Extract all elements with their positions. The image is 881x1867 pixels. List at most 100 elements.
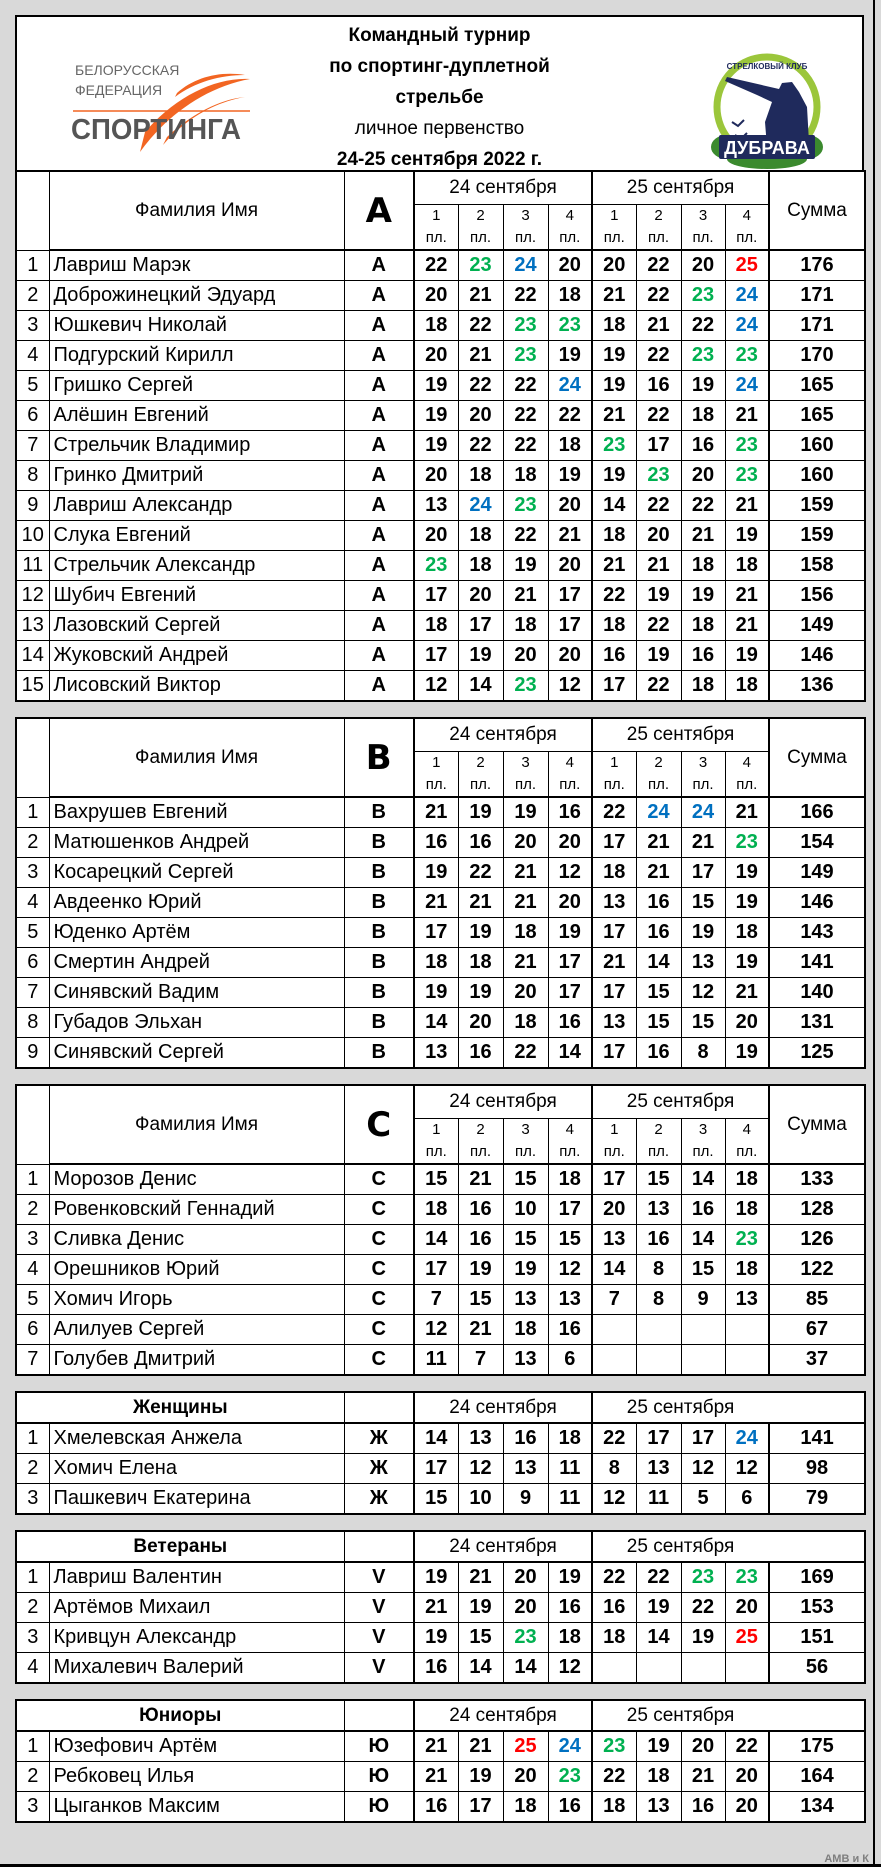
table-row: 3 Пашкевич Екатерина Ж 15 10 9 11 12 11 5 6 79 — [15, 1483, 866, 1515]
platform-score: 18 — [413, 1194, 459, 1225]
platform-score: 21 — [457, 1730, 504, 1762]
platform-score: 17 — [547, 580, 593, 611]
platform-score: 20 — [413, 340, 459, 371]
total-score: 136 — [768, 670, 866, 702]
platform-score: 17 — [547, 947, 593, 978]
platform-score: 17 — [413, 580, 459, 611]
platform-score: 22 — [680, 310, 726, 341]
platform-score: 19 — [547, 1561, 593, 1593]
category-title: Ветераны — [15, 1530, 345, 1563]
platform-score: 21 — [724, 610, 770, 641]
results-sheet: БЕЛОРУССКАЯ ФЕДЕРАЦИЯ СПОРТИНГА Командны… — [15, 15, 867, 1823]
day2-header: 25 сентября — [591, 1084, 770, 1119]
participant-name: Гринко Дмитрий — [48, 460, 345, 491]
participant-name: Шубич Евгений — [48, 580, 345, 611]
day1-header: 24 сентября — [413, 1699, 593, 1732]
platform-score: 19 — [502, 1254, 549, 1285]
platform-score: 21 — [591, 947, 637, 978]
platform-score: 12 — [724, 1453, 770, 1484]
rank-header — [15, 717, 50, 798]
platform-score: 21 — [413, 1761, 459, 1792]
platform-score: 18 — [680, 550, 726, 581]
platform-score: 22 — [502, 430, 549, 461]
platform-score: 16 — [635, 917, 682, 948]
total-score: 85 — [768, 1284, 866, 1315]
platform-score: 8 — [635, 1284, 682, 1315]
participant-class: V — [343, 1622, 415, 1653]
participant-class: A — [343, 280, 415, 311]
table-row: 6 Смертин Андрей B 18 18 21 17 21 14 13 19 141 — [15, 947, 866, 978]
participant-class: B — [343, 977, 415, 1008]
platform-score: 20 — [502, 1592, 549, 1623]
platform-score: 18 — [457, 947, 504, 978]
table-row: 1 Юзефович Артём Ю 21 21 25 24 23 19 20 22 175 — [15, 1730, 866, 1762]
table-row: 3 Цыганков Максим Ю 16 17 18 16 18 13 16 20 134 — [15, 1791, 866, 1823]
platform-score: 20 — [413, 460, 459, 491]
platform-score: 19 — [680, 1622, 726, 1653]
platform-score: 13 — [502, 1284, 549, 1315]
participant-class: A — [343, 430, 415, 461]
table-row: 7 Стрельчик Владимир A 19 22 22 18 23 17 16 23 160 — [15, 430, 866, 461]
participant-name: Синявский Вадим — [48, 977, 345, 1008]
table-row: 8 Губадов Эльхан B 14 20 18 16 13 15 15 20 131 — [15, 1007, 866, 1038]
platform-score: 22 — [635, 1561, 682, 1593]
platform-score: 19 — [457, 977, 504, 1008]
participant-name: Юденко Артём — [48, 917, 345, 948]
participant-name: Ребковец Илья — [48, 1761, 345, 1792]
platform-score: 21 — [457, 340, 504, 371]
platform-score: 17 — [413, 640, 459, 671]
platform-score: 18 — [724, 670, 770, 702]
platform-score: 7 — [591, 1284, 637, 1315]
results-table-group: Фамилия Имя C 24 сентября 25 сентября Сумма 1… — [15, 1084, 866, 1376]
table-row: 5 Юденко Артём B 17 19 18 19 17 16 19 18 143 — [15, 917, 866, 948]
platform-score: 13 — [502, 1344, 549, 1376]
participant-name: Стрельчик Александр — [48, 550, 345, 581]
platform-score: 21 — [502, 887, 549, 918]
participant-class: Ж — [343, 1422, 415, 1454]
table-row: 2 Хомич Елена Ж 17 12 13 11 8 13 12 12 98 — [15, 1453, 866, 1484]
platform-score: 6 — [547, 1344, 593, 1376]
platform-score: 20 — [724, 1592, 770, 1623]
results-table-group: Фамилия Имя A 24 сентября 25 сентября Сумма 1… — [15, 170, 866, 702]
platform-number: 2 — [476, 754, 485, 771]
rank: 6 — [15, 400, 50, 431]
platform-score: 19 — [635, 1592, 682, 1623]
table-row: 14 Жуковский Андрей A 17 19 20 20 16 19 16 19 146 — [15, 640, 866, 671]
group-letter: B — [343, 717, 415, 798]
total-score: 165 — [768, 370, 866, 401]
platform-score: 7 — [413, 1284, 459, 1315]
platform-score: 20 — [502, 827, 549, 858]
table-row: 1 Хмелевская Анжела Ж 14 13 16 18 22 17 17 24 141 — [15, 1422, 866, 1454]
platform-unit: пл. — [559, 776, 581, 793]
platform-number: 3 — [521, 207, 530, 224]
platform-score: 20 — [724, 1791, 770, 1823]
platform-score: 19 — [635, 1730, 682, 1762]
rank: 1 — [15, 1730, 50, 1762]
rank: 8 — [15, 460, 50, 491]
platform-score: 13 — [680, 947, 726, 978]
platform-score: 12 — [547, 857, 593, 888]
platform-score: 22 — [635, 249, 682, 281]
platform-number: 2 — [654, 754, 663, 771]
participant-class: V — [343, 1561, 415, 1593]
header-row: Фамилия Имя A 24 сентября 25 сентября Сумма — [15, 170, 866, 251]
participant-name: Ровенковский Геннадий — [48, 1194, 345, 1225]
platform-score: 19 — [635, 640, 682, 671]
participant-class: V — [343, 1592, 415, 1623]
participant-class: B — [343, 1007, 415, 1038]
platform-score: 16 — [413, 827, 459, 858]
platform-score: 19 — [680, 917, 726, 948]
platform-unit: пл. — [647, 1143, 670, 1160]
participant-name: Лазовский Сергей — [48, 610, 345, 641]
rank: 1 — [15, 249, 50, 281]
category-title: Юниоры — [15, 1699, 345, 1732]
platform-score: 13 — [591, 1007, 637, 1038]
rank: 4 — [15, 1652, 50, 1684]
day2-header: 25 сентября — [591, 1391, 866, 1424]
platform-unit: пл. — [692, 776, 714, 793]
header-row: Женщины 24 сентября 25 сентября — [15, 1391, 866, 1424]
participant-name: Хомич Игорь — [48, 1284, 345, 1315]
platform-score: 21 — [680, 827, 726, 858]
platform-score: 20 — [547, 887, 593, 918]
participant-name: Морозов Денис — [48, 1163, 345, 1195]
